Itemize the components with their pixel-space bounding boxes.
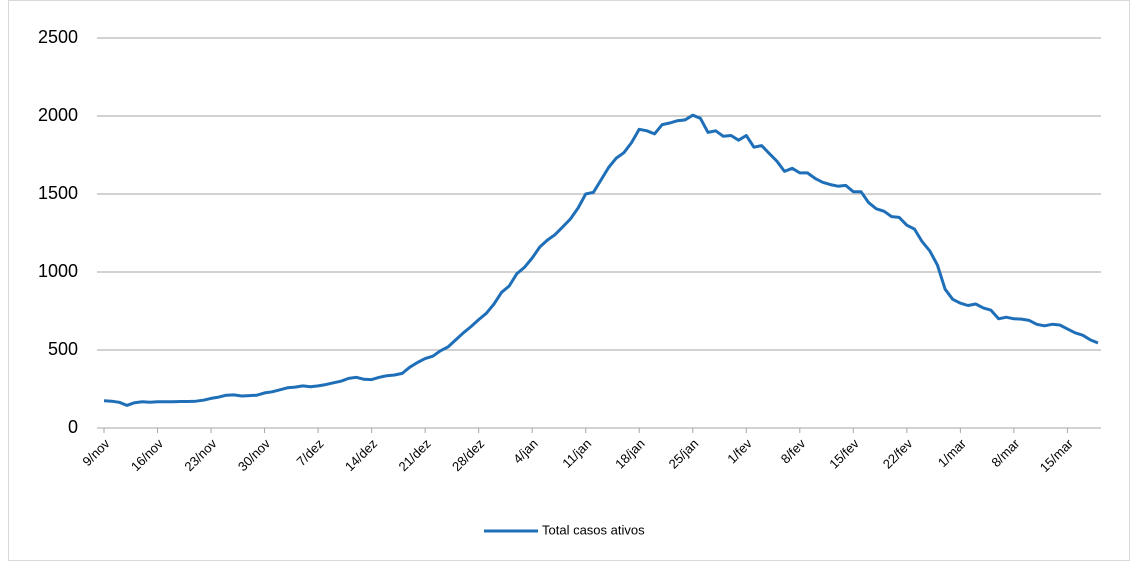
y-tick-label: 0: [68, 417, 78, 437]
line: [103, 113, 1099, 407]
legend-label: Total casos ativos: [542, 522, 645, 537]
y-tick-label: 1500: [38, 183, 78, 203]
y-tick-label: 2500: [38, 27, 78, 47]
y-tick-label: 1000: [38, 261, 78, 281]
y-tick-label: 2000: [38, 105, 78, 125]
chart-frame: [8, 0, 1130, 561]
y-tick-label: 500: [48, 339, 78, 359]
